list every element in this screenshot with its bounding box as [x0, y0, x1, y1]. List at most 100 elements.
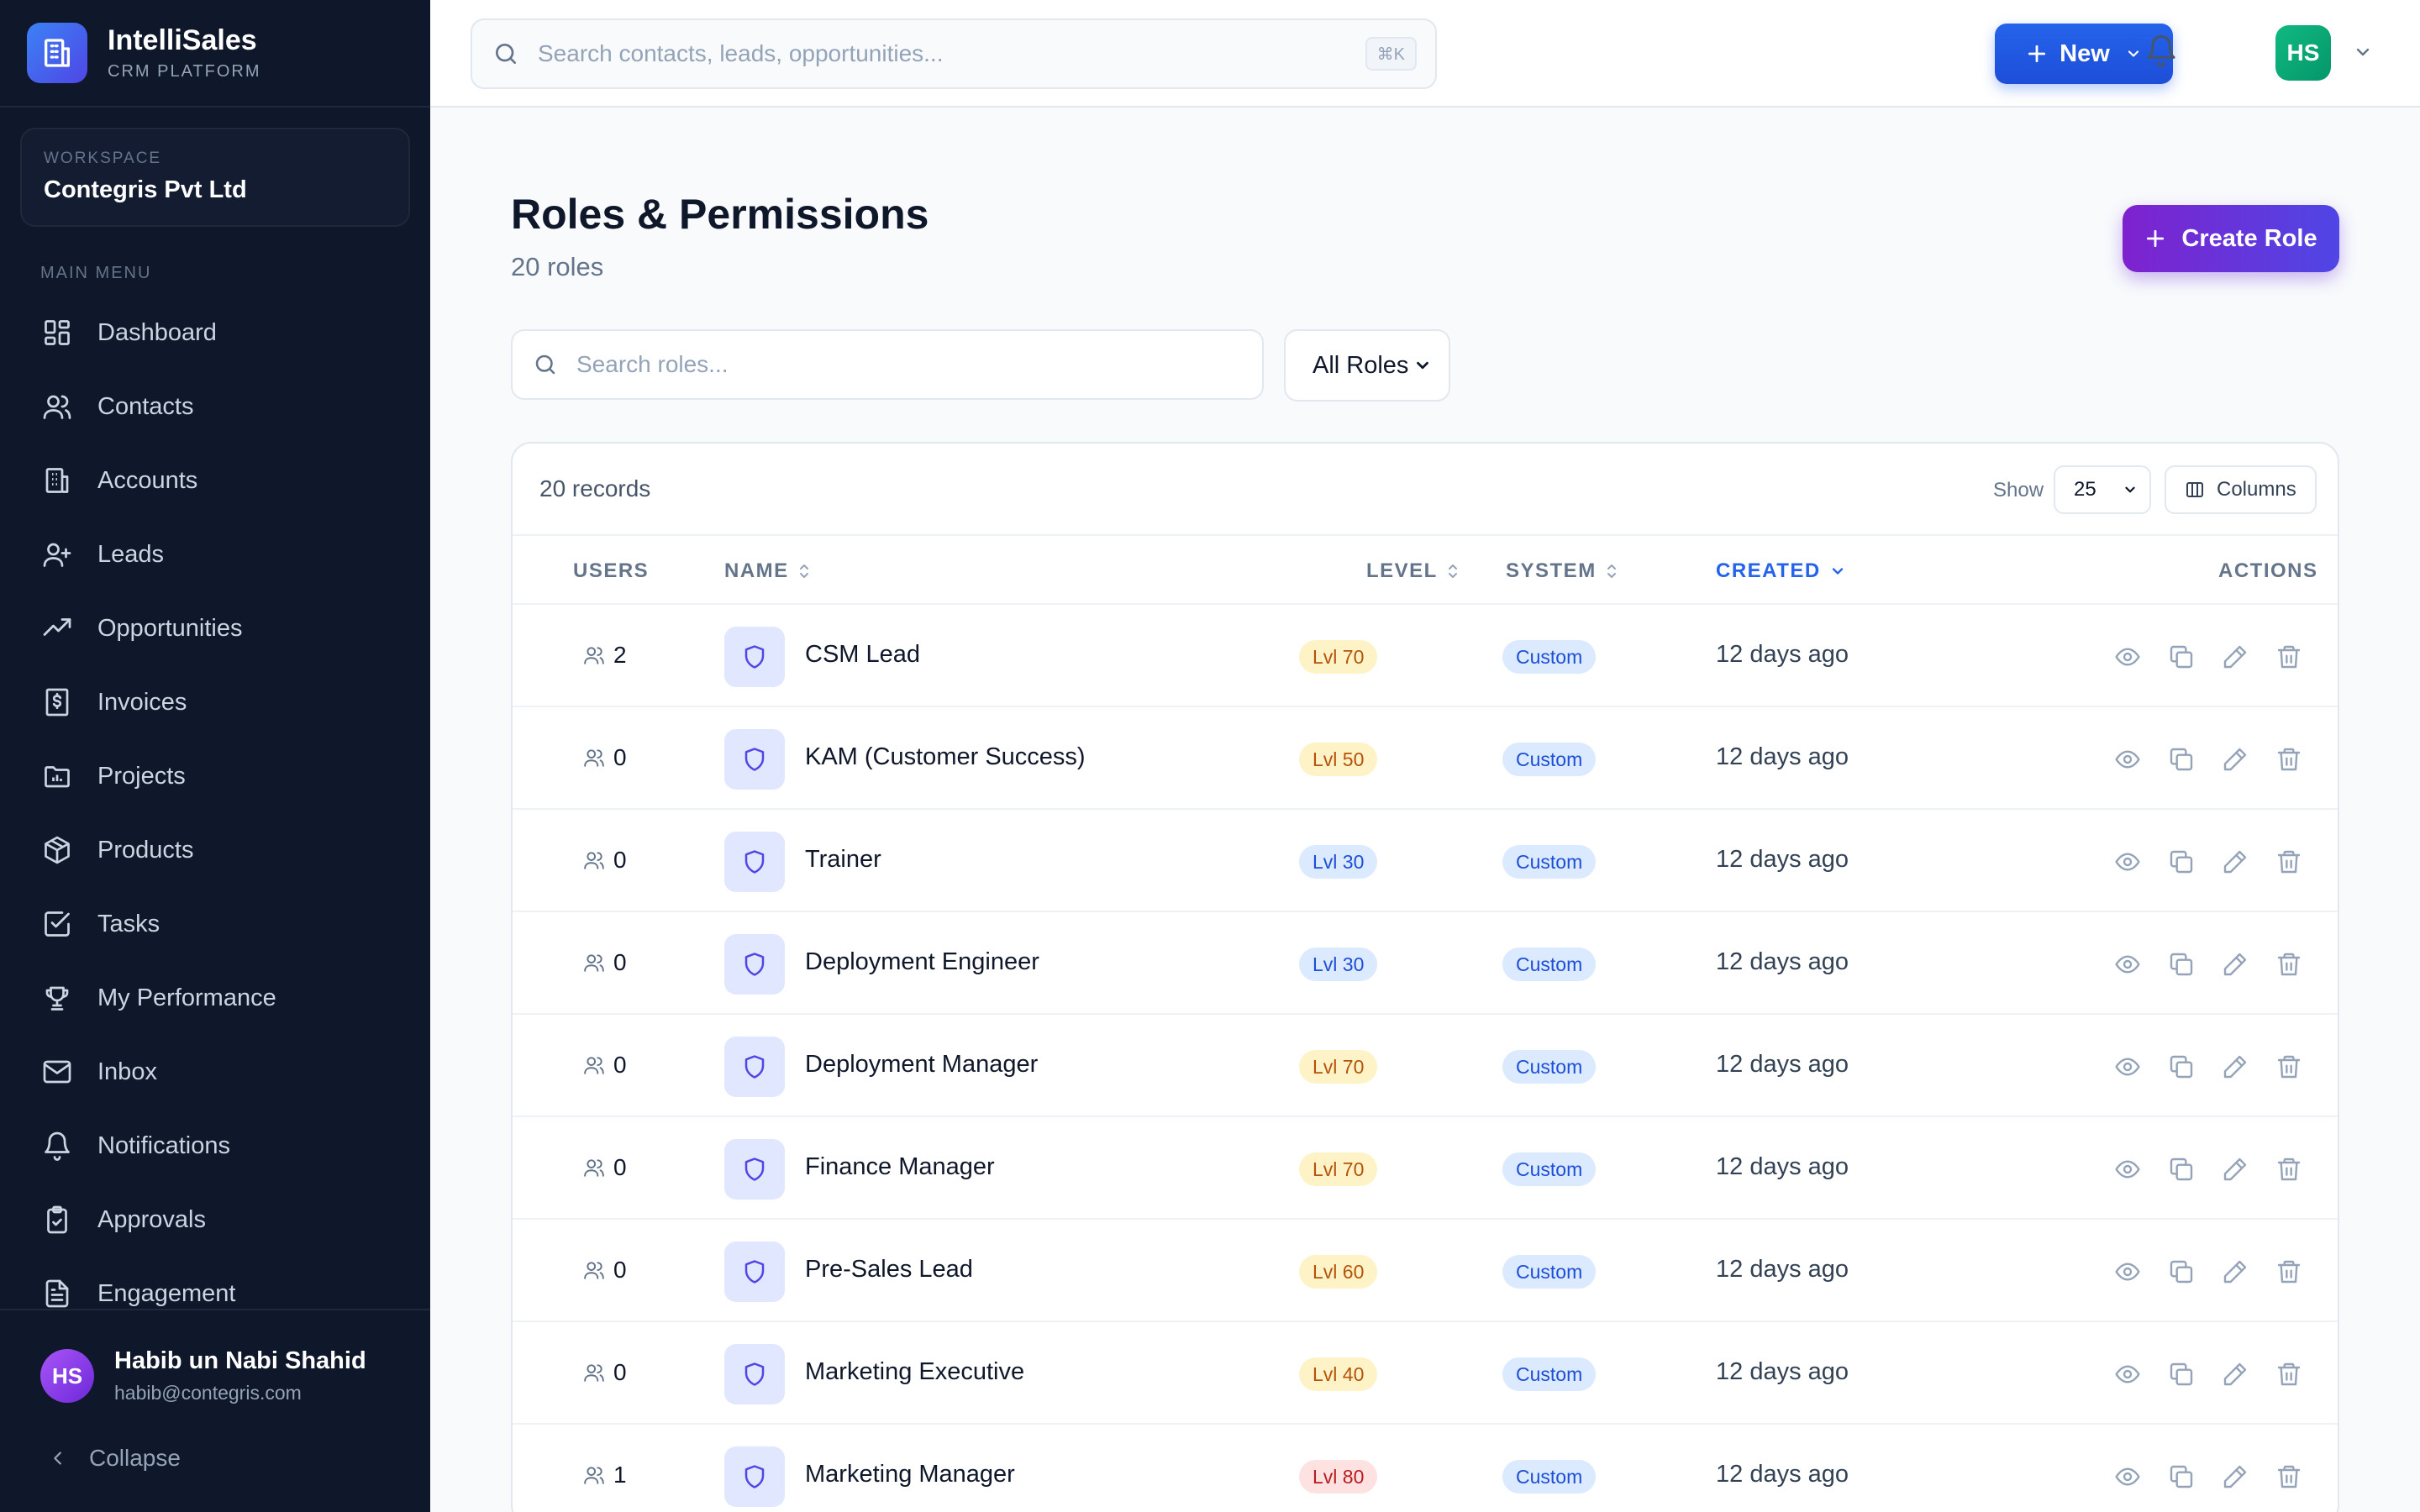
created-date: 12 days ago — [1716, 948, 1849, 975]
sidebar-item-invoices[interactable]: Invoices — [20, 665, 410, 739]
table-row[interactable]: 0 Deployment Engineer Lvl 30 Custom 12 d… — [513, 912, 2338, 1015]
columns-icon — [2186, 482, 2203, 497]
view-icon[interactable] — [2111, 1357, 2144, 1391]
duplicate-icon[interactable] — [2165, 640, 2198, 674]
clipboard-check-icon — [40, 1203, 74, 1236]
delete-icon[interactable] — [2272, 1152, 2306, 1186]
delete-icon[interactable] — [2272, 1255, 2306, 1289]
sidebar-item-label: Accounts — [97, 466, 198, 494]
duplicate-icon[interactable] — [2165, 1152, 2198, 1186]
sidebar-item-notifications[interactable]: Notifications — [20, 1109, 410, 1183]
delete-icon[interactable] — [2272, 743, 2306, 776]
table-row[interactable]: 0 Deployment Manager Lvl 70 Custom 12 da… — [513, 1015, 2338, 1117]
user-profile[interactable]: HS Habib un Nabi Shahid habib@contegris.… — [0, 1310, 430, 1404]
table-row[interactable]: 0 Pre-Sales Lead Lvl 60 Custom 12 days a… — [513, 1220, 2338, 1322]
edit-icon[interactable] — [2218, 1050, 2252, 1084]
role-name[interactable]: Finance Manager — [805, 1153, 995, 1180]
workspace-switcher[interactable]: WORKSPACE Contegris Pvt Ltd — [20, 128, 410, 227]
sidebar-item-my-performance[interactable]: My Performance — [20, 961, 410, 1035]
view-icon[interactable] — [2111, 1152, 2144, 1186]
create-role-label: Create Role — [2181, 224, 2317, 252]
sidebar-item-tasks[interactable]: Tasks — [20, 887, 410, 961]
duplicate-icon[interactable] — [2165, 1460, 2198, 1494]
delete-icon[interactable] — [2272, 1460, 2306, 1494]
edit-icon[interactable] — [2218, 1460, 2252, 1494]
sidebar-item-inbox[interactable]: Inbox — [20, 1035, 410, 1109]
table-row[interactable]: 0 Marketing Executive Lvl 40 Custom 12 d… — [513, 1322, 2338, 1425]
view-icon[interactable] — [2111, 845, 2144, 879]
edit-icon[interactable] — [2218, 1152, 2252, 1186]
sidebar-item-opportunities[interactable]: Opportunities — [20, 591, 410, 665]
view-icon[interactable] — [2111, 1460, 2144, 1494]
page-size-select[interactable]: 25 — [2054, 465, 2151, 514]
created-date: 12 days ago — [1716, 1153, 1849, 1180]
brand[interactable]: IntelliSales CRM PLATFORM — [0, 0, 430, 108]
view-icon[interactable] — [2111, 743, 2144, 776]
table-row[interactable]: 0 Trainer Lvl 30 Custom 12 days ago — [513, 810, 2338, 912]
role-name[interactable]: Marketing Executive — [805, 1358, 1025, 1385]
duplicate-icon[interactable] — [2165, 948, 2198, 981]
new-button[interactable]: New — [1995, 24, 2173, 84]
duplicate-icon[interactable] — [2165, 845, 2198, 879]
create-role-button[interactable]: Create Role — [2123, 205, 2339, 272]
table-row[interactable]: 2 CSM Lead Lvl 70 Custom 12 days ago — [513, 605, 2338, 707]
role-name[interactable]: Deployment Manager — [805, 1051, 1039, 1078]
column-level[interactable]: LEVEL — [1366, 559, 1460, 583]
role-filter-select[interactable]: All Roles — [1284, 329, 1450, 402]
search-input[interactable] — [538, 40, 1294, 67]
duplicate-icon[interactable] — [2165, 1255, 2198, 1289]
duplicate-icon[interactable] — [2165, 743, 2198, 776]
delete-icon[interactable] — [2272, 845, 2306, 879]
sidebar-item-label: Tasks — [97, 910, 160, 937]
chevron-down-icon[interactable] — [2353, 42, 2373, 66]
role-name[interactable]: Pre-Sales Lead — [805, 1256, 973, 1283]
global-search[interactable]: ⌘K — [471, 18, 1437, 89]
role-name[interactable]: Marketing Manager — [805, 1461, 1015, 1488]
column-created[interactable]: CREATED — [1716, 559, 1846, 583]
table-row[interactable]: 0 KAM (Customer Success) Lvl 50 Custom 1… — [513, 707, 2338, 810]
view-icon[interactable] — [2111, 948, 2144, 981]
table-row[interactable]: 1 Marketing Manager Lvl 80 Custom 12 day… — [513, 1425, 2338, 1512]
edit-icon[interactable] — [2218, 1255, 2252, 1289]
sidebar-item-contacts[interactable]: Contacts — [20, 370, 410, 444]
sidebar-item-dashboard[interactable]: Dashboard — [20, 296, 410, 370]
view-icon[interactable] — [2111, 1050, 2144, 1084]
show-label: Show — [1993, 479, 2044, 501]
view-icon[interactable] — [2111, 1255, 2144, 1289]
sidebar-item-approvals[interactable]: Approvals — [20, 1183, 410, 1257]
columns-button[interactable]: Columns — [2165, 465, 2317, 514]
role-name[interactable]: Deployment Engineer — [805, 948, 1039, 975]
edit-icon[interactable] — [2218, 845, 2252, 879]
view-icon[interactable] — [2111, 640, 2144, 674]
column-system[interactable]: SYSTEM — [1506, 559, 1618, 583]
role-name[interactable]: CSM Lead — [805, 641, 921, 668]
role-search[interactable] — [511, 329, 1264, 400]
edit-icon[interactable] — [2218, 743, 2252, 776]
role-name[interactable]: KAM (Customer Success) — [805, 743, 1086, 770]
sidebar-item-products[interactable]: Products — [20, 813, 410, 887]
edit-icon[interactable] — [2218, 1357, 2252, 1391]
collapse-button[interactable]: Collapse — [0, 1445, 430, 1472]
column-users[interactable]: USERS — [573, 559, 649, 583]
users-icon — [584, 852, 604, 869]
duplicate-icon[interactable] — [2165, 1357, 2198, 1391]
sidebar-item-engagement[interactable]: Engagement — [20, 1257, 410, 1331]
edit-icon[interactable] — [2218, 948, 2252, 981]
sidebar-item-leads[interactable]: Leads — [20, 517, 410, 591]
column-name[interactable]: NAME — [724, 559, 811, 583]
delete-icon[interactable] — [2272, 948, 2306, 981]
role-name[interactable]: Trainer — [805, 846, 881, 873]
sidebar-item-projects[interactable]: Projects — [20, 739, 410, 813]
delete-icon[interactable] — [2272, 1357, 2306, 1391]
avatar[interactable]: HS — [2275, 25, 2331, 81]
role-search-input[interactable] — [576, 351, 1232, 378]
table-row[interactable]: 0 Finance Manager Lvl 70 Custom 12 days … — [513, 1117, 2338, 1220]
sidebar-item-accounts[interactable]: Accounts — [20, 444, 410, 517]
edit-icon[interactable] — [2218, 640, 2252, 674]
user-count-value: 1 — [613, 1462, 627, 1488]
chevron-left-icon — [54, 1452, 61, 1465]
duplicate-icon[interactable] — [2165, 1050, 2198, 1084]
delete-icon[interactable] — [2272, 1050, 2306, 1084]
notifications-bell-icon[interactable] — [2144, 34, 2185, 74]
delete-icon[interactable] — [2272, 640, 2306, 674]
